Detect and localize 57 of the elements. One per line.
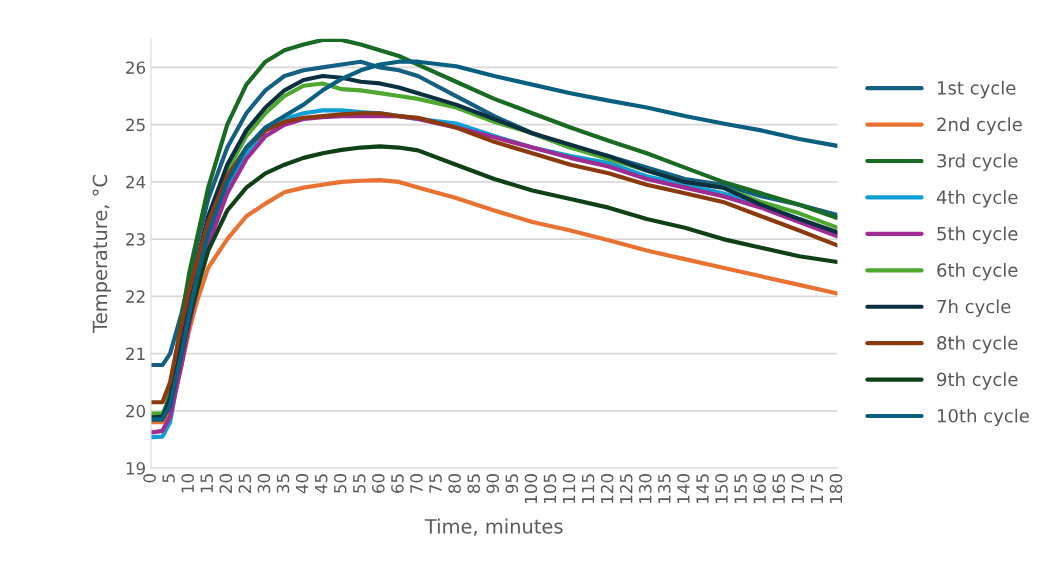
y-tick-label: 25 [126,118,145,132]
x-tick-label: 35 [276,474,290,493]
x-tick-label: 10 [181,474,194,493]
x-tick-label: 30 [257,474,271,493]
x-tick-label: 85 [467,474,480,493]
x-tick-label: 95 [505,474,519,494]
y-tick-label: 26 [126,61,146,74]
x-tick-label: 115 [581,474,595,503]
legend-label: 8th cycle [937,335,1018,354]
x-tick-label: 180 [829,474,843,503]
y-tick-label: 22 [126,290,145,303]
y-axis-title: Temperature, °C [92,175,112,333]
x-tick-label: 25 [238,474,252,493]
x-tick-label: 150 [715,474,728,503]
x-tick-label: 50 [333,474,347,493]
x-tick-label: 15 [200,474,214,493]
y-tick-label: 21 [126,347,145,360]
x-tick-label: 105 [543,474,557,503]
x-tick-label: 70 [410,474,423,493]
x-tick-label: 65 [391,474,404,493]
x-tick-label: 160 [753,474,766,503]
x-tick-label: 80 [448,474,461,493]
y-tick-label: 24 [126,175,146,189]
x-tick-label: 20 [219,474,233,493]
x-tick-label: 40 [295,474,309,494]
x-tick-label: 165 [772,474,786,503]
x-tick-label: 100 [524,474,538,503]
x-tick-label: 120 [600,474,614,503]
legend-label: 9th cycle [937,372,1018,390]
x-tick-label: 145 [696,474,709,503]
x-tick-label: 110 [562,474,576,503]
x-tick-label: 45 [315,474,328,494]
x-tick-label: 55 [353,474,366,493]
x-tick-label: 170 [791,474,805,503]
x-tick-label: 155 [734,474,747,503]
legend-label: 2nd cycle [937,117,1022,135]
x-tick-label: 130 [638,474,652,503]
x-tick-label: 140 [677,474,690,503]
y-tick-label: 23 [126,233,145,246]
legend-label: 4th cycle [936,190,1018,208]
y-tick-label: 20 [126,404,146,418]
legend-label: 1st cycle [937,80,1016,99]
legend-label: 5th cycle [937,226,1018,244]
x-tick-label: 175 [810,474,824,503]
x-tick-label: 90 [486,474,500,494]
x-tick-label: 135 [658,474,671,503]
x-tick-label: 125 [619,474,633,503]
x-axis-title: Time, minutes [424,518,563,536]
legend-label: 10th cycle [937,408,1029,427]
legend-label: 7h cycle [937,299,1011,317]
y-tick-label: 19 [126,462,145,475]
x-tick-label: 0 [143,474,156,483]
x-tick-label: 5 [162,474,175,483]
x-tick-label: 75 [429,474,442,493]
legend-label: 3rd cycle [937,153,1018,172]
x-tick-label: 60 [372,474,385,493]
legend-label: 6th cycle [937,262,1018,281]
